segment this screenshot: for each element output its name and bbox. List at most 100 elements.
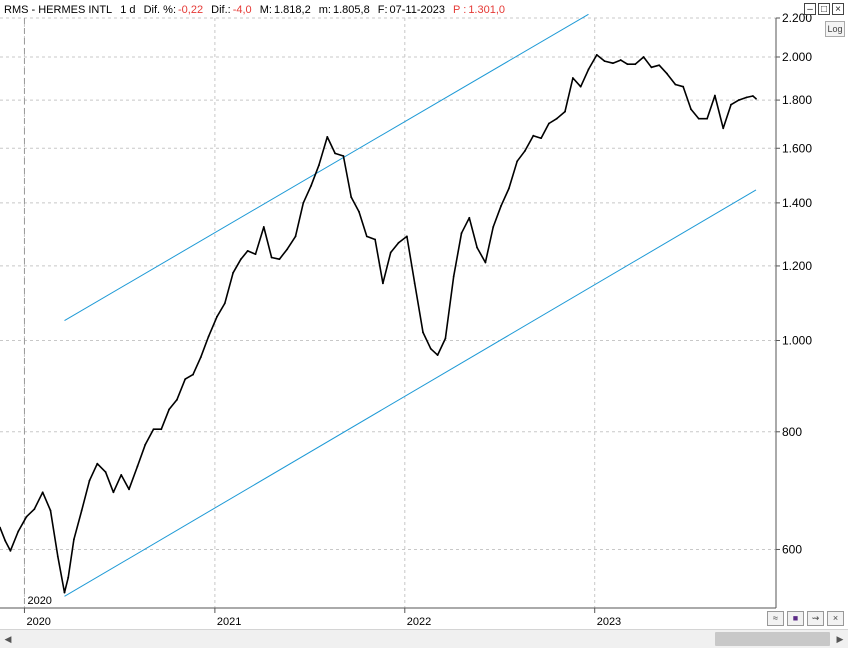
- pin-icon[interactable]: ⇝: [807, 611, 824, 626]
- price-point: [619, 59, 622, 61]
- price-point: [755, 97, 757, 100]
- x-tick-label: 2023: [597, 616, 621, 628]
- price-point: [278, 258, 281, 261]
- symbol-name: RMS - HERMES INTL: [4, 4, 113, 16]
- y-tick-label: 800: [782, 425, 802, 439]
- price-point: [642, 56, 645, 58]
- restore-icon[interactable]: □: [818, 3, 830, 15]
- price-point: [666, 72, 668, 75]
- price-point: [713, 94, 716, 97]
- x-tick-label: 2020: [26, 616, 50, 628]
- low-value: 1.805,8: [332, 4, 370, 16]
- price-point: [548, 122, 550, 125]
- y-tick-label: 1.200: [782, 259, 812, 273]
- y-tick-label: 1.600: [782, 141, 812, 155]
- price-point: [350, 196, 353, 198]
- price-point: [286, 248, 289, 251]
- price-point: [240, 258, 242, 261]
- price-point: [612, 62, 614, 65]
- price-point: [318, 164, 320, 167]
- price-point: [104, 471, 107, 473]
- price-point: [160, 428, 163, 431]
- y-tick-label: 2.000: [782, 50, 812, 64]
- price-point: [674, 83, 677, 86]
- date-value: 07-11-2023: [389, 4, 445, 16]
- y-axis: 2.2002.0001.8001.6001.4001.2001.00080060…: [776, 11, 812, 556]
- bottom-toolbar: ≈ ■ ⇝ ×: [767, 611, 844, 626]
- price-point: [184, 378, 187, 380]
- price-point: [579, 85, 582, 88]
- price-point: [358, 210, 360, 213]
- y-tick-label: 600: [782, 542, 802, 556]
- change-value: -4,0: [232, 4, 252, 16]
- price-point: [500, 204, 502, 207]
- price-point: [192, 373, 194, 376]
- price-point: [80, 509, 83, 512]
- price-point: [72, 538, 75, 541]
- price-point: [460, 232, 463, 235]
- scroll-thumb[interactable]: [715, 632, 830, 646]
- window-controls: – □ ×: [804, 3, 844, 15]
- price-point: [63, 591, 66, 594]
- price-point: [365, 235, 368, 238]
- minimize-icon[interactable]: –: [804, 3, 816, 15]
- price-point: [634, 63, 637, 66]
- price-point: [595, 54, 598, 56]
- price-point: [516, 160, 519, 163]
- scroll-left-icon[interactable]: ◀: [4, 634, 12, 644]
- y-tick-label: 1.400: [782, 196, 812, 210]
- price-point: [17, 530, 20, 533]
- price-point: [342, 155, 345, 157]
- trend-channel: [64, 13, 757, 597]
- plot-area: [0, 18, 776, 608]
- price-point: [492, 226, 495, 228]
- price-point: [25, 515, 28, 518]
- price-point: [444, 337, 447, 340]
- low-label: m:: [318, 4, 331, 16]
- price-point: [120, 473, 123, 476]
- price-point: [737, 99, 740, 101]
- interval-label: 1 d: [120, 4, 136, 16]
- close-panel-icon[interactable]: ×: [827, 611, 844, 626]
- price-point: [524, 149, 526, 152]
- price-point: [382, 282, 384, 285]
- price-point: [302, 201, 305, 204]
- channel-line: [64, 189, 757, 597]
- chart-style-icon[interactable]: ≈: [767, 611, 784, 626]
- price-point: [168, 408, 170, 411]
- price-point: [690, 108, 692, 111]
- price-point: [41, 491, 44, 494]
- price-point: [682, 85, 685, 88]
- price-point: [0, 526, 1, 529]
- price-point: [112, 491, 115, 494]
- log-scale-button[interactable]: Log: [825, 21, 845, 37]
- y-tick-label: 1.800: [782, 93, 812, 107]
- price-point: [397, 241, 400, 244]
- price-point: [334, 152, 336, 155]
- price-point: [262, 226, 265, 228]
- price-point: [540, 137, 543, 140]
- save-icon[interactable]: ■: [787, 611, 804, 626]
- price-point: [199, 356, 202, 359]
- price-point: [207, 335, 210, 338]
- close-icon[interactable]: ×: [832, 3, 844, 15]
- price-point: [564, 110, 566, 113]
- high-label: M:: [259, 4, 272, 16]
- price-point: [484, 261, 487, 264]
- price-point: [650, 66, 653, 69]
- price-point: [697, 117, 700, 120]
- price-point: [603, 60, 606, 62]
- price-point: [310, 184, 313, 187]
- price-point: [4, 539, 7, 542]
- price-point: [232, 271, 234, 274]
- horizontal-scrollbar[interactable]: ◀ ▶: [0, 629, 848, 648]
- session-marker-label: 2020: [27, 595, 51, 607]
- x-tick-label: 2021: [217, 616, 241, 628]
- price-point: [216, 315, 218, 318]
- price-series: [0, 54, 757, 594]
- price-point: [413, 282, 416, 285]
- price-point: [476, 246, 479, 249]
- scroll-right-icon[interactable]: ▶: [836, 634, 844, 644]
- price-point: [88, 479, 91, 482]
